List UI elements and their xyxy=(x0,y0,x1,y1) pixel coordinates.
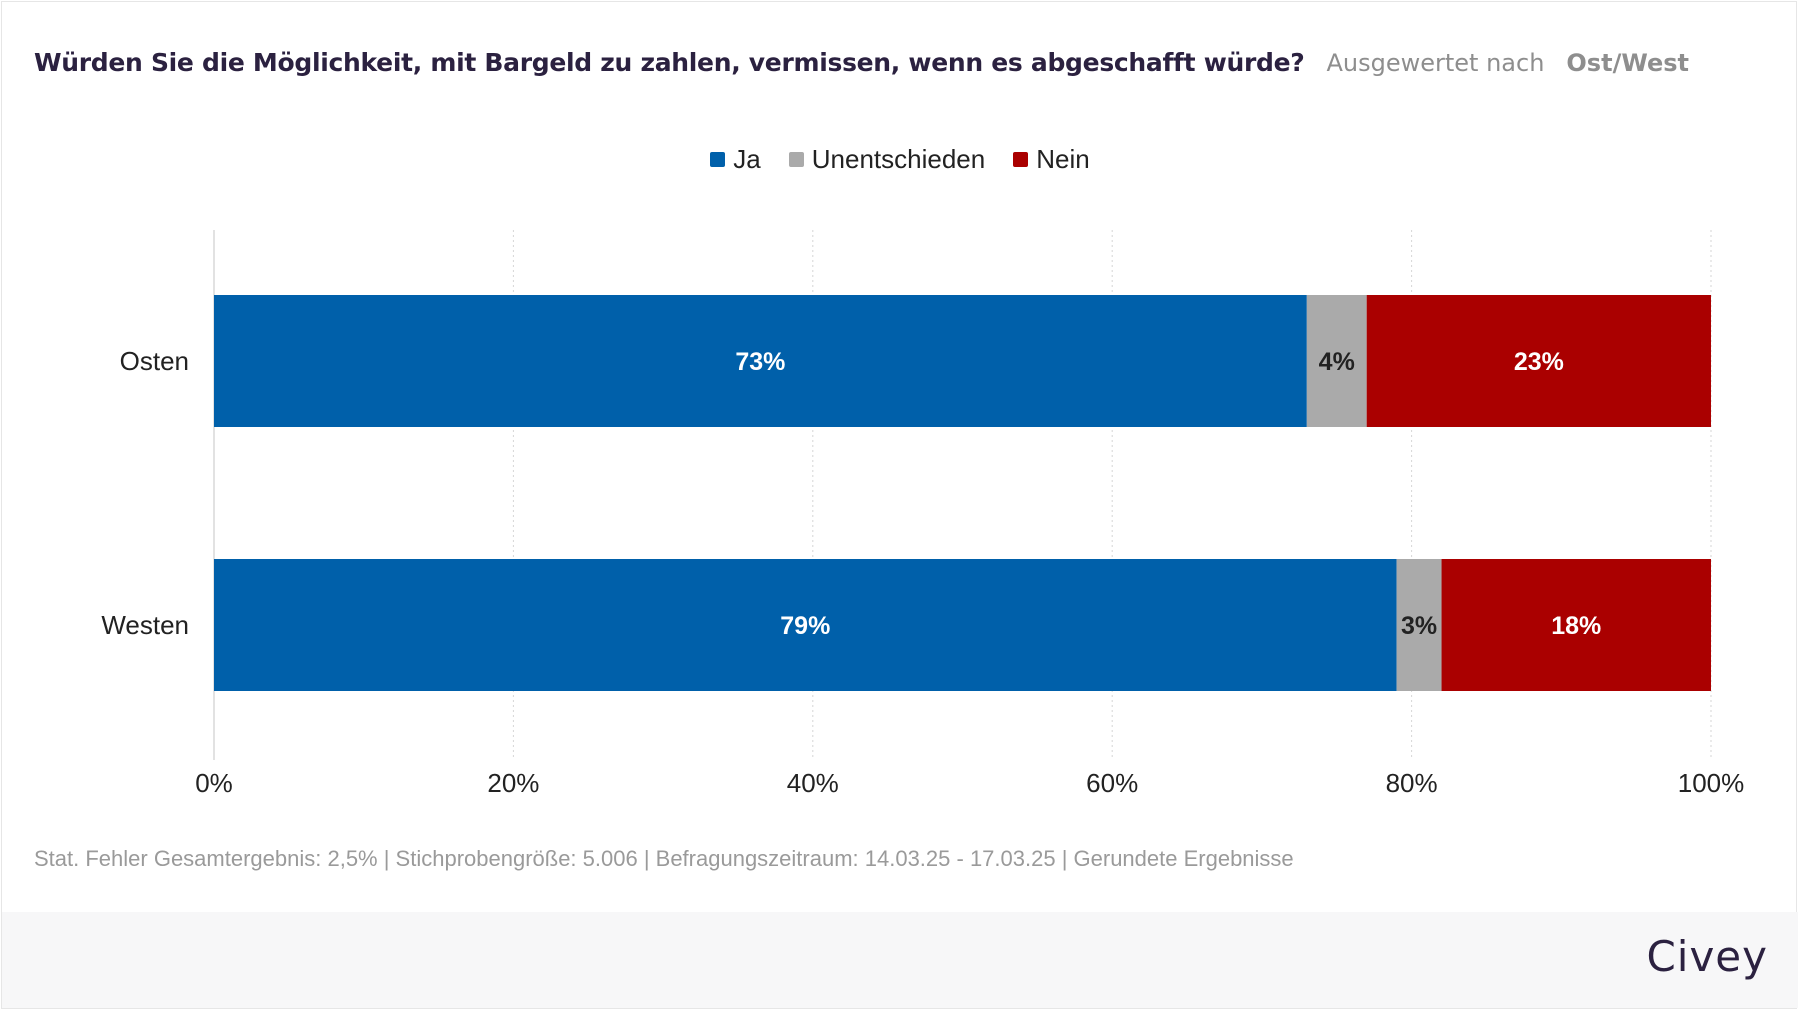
legend-label-ja: Ja xyxy=(733,144,761,174)
x-tick-label-80: 80% xyxy=(1386,768,1438,798)
footnote: Stat. Fehler Gesamtergebnis: 2,5% | Stic… xyxy=(34,846,1294,871)
chart-title: Würden Sie die Möglichkeit, mit Bargeld … xyxy=(34,48,1305,77)
category-label-osten: Osten xyxy=(120,346,189,376)
evaluation-label: Ausgewertet nach xyxy=(1326,49,1545,77)
legend-label-unentschieden: Unentschieden xyxy=(811,144,986,174)
brand-bar: Civey xyxy=(2,912,1798,1008)
legend-item-ja[interactable]: Ja xyxy=(710,144,761,175)
data-label-nein-westen: 18% xyxy=(1551,612,1601,640)
bar-unentschieden-osten xyxy=(1306,295,1367,427)
data-label-ja-osten: 73% xyxy=(735,348,785,376)
bar-nein-osten xyxy=(1366,295,1711,427)
legend-item-nein[interactable]: Nein xyxy=(1013,144,1090,175)
data-label-nein-osten: 23% xyxy=(1514,348,1564,376)
bar-ja-westen xyxy=(214,559,1397,691)
x-tick-label-60: 60% xyxy=(1086,768,1138,798)
chart-header: Würden Sie die Möglichkeit, mit Bargeld … xyxy=(34,48,1689,88)
x-tick-label-40: 40% xyxy=(787,768,839,798)
legend-swatch-unentschieden xyxy=(788,152,804,167)
legend-swatch-ja xyxy=(710,152,726,167)
category-label-westen: Westen xyxy=(101,610,189,640)
data-label-unentschieden-osten: 4% xyxy=(1319,348,1355,376)
bar-unentschieden-westen xyxy=(1396,559,1442,691)
data-label-ja-westen: 79% xyxy=(780,612,830,640)
brand-logo[interactable]: Civey xyxy=(1646,932,1768,981)
stacked-bar-chart: 0% 20% 40% 60% 80% 100% Osten 73% 4% 23% Westen 79%… xyxy=(101,230,1745,798)
x-tick-label-100: 100% xyxy=(1678,768,1745,798)
legend: Ja Unentschieden Nein xyxy=(0,144,1800,175)
x-tick-label-0: 0% xyxy=(195,768,233,798)
x-tick-label-20: 20% xyxy=(487,768,539,798)
bar-ja-osten xyxy=(214,295,1307,427)
evaluation-value[interactable]: Ost/West xyxy=(1566,49,1689,77)
legend-item-unentschieden[interactable]: Unentschieden xyxy=(788,144,986,175)
bar-nein-westen xyxy=(1441,559,1711,691)
data-label-unentschieden-westen: 3% xyxy=(1401,612,1437,640)
legend-swatch-nein xyxy=(1013,152,1029,167)
legend-label-nein: Nein xyxy=(1036,144,1090,174)
